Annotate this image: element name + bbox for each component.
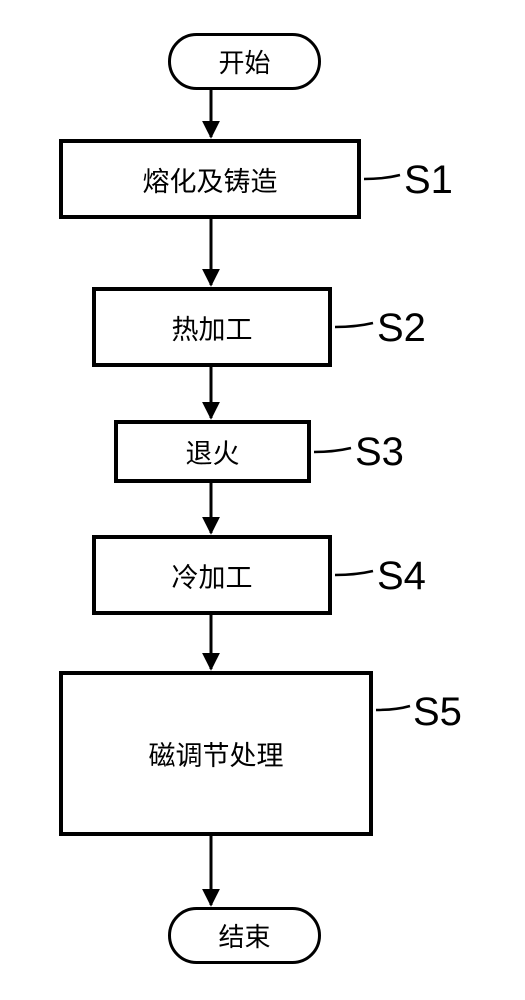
arrow-start-s1: [0, 0, 525, 1000]
flowchart-canvas: 开始 熔化及铸造 热加工 退火 冷加工 磁调节处理 结束 S1 S2 S3 S4…: [0, 0, 525, 1000]
